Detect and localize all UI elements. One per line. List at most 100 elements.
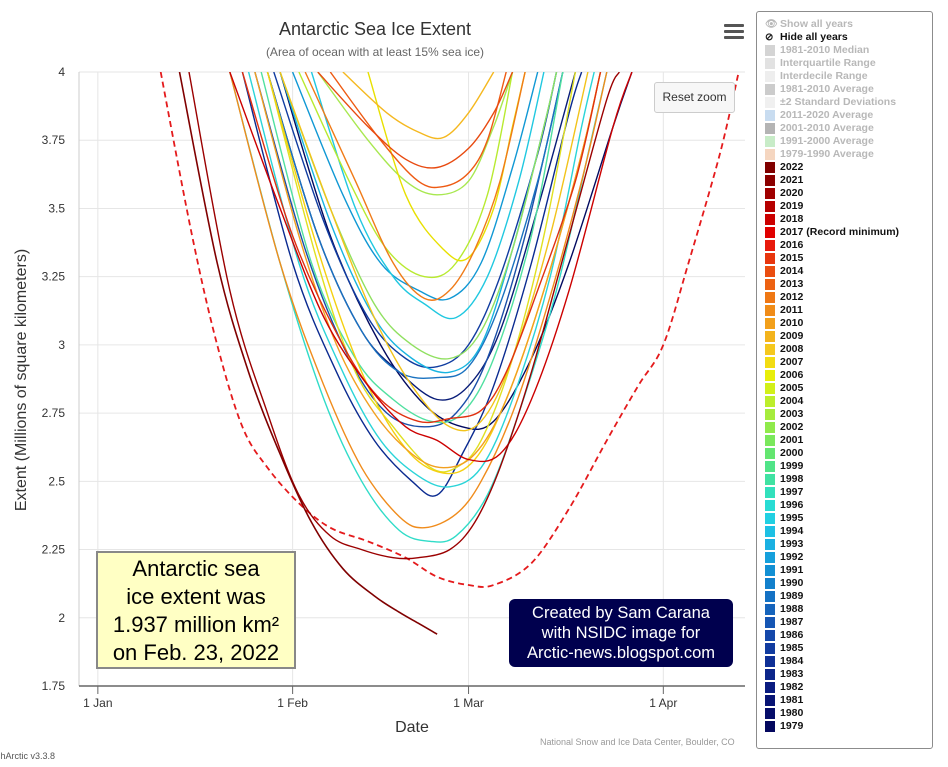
legend-label: 1989 (780, 590, 804, 602)
legend-label: 2015 (780, 252, 804, 264)
hamburger-menu-icon[interactable] (724, 24, 744, 42)
legend-swatch (765, 305, 775, 316)
legend-label: 1981-2010 Median (780, 44, 870, 56)
version-label: ChArctic v3.3.8 (0, 751, 56, 761)
legend-swatch (765, 136, 775, 147)
legend-label: 2014 (780, 265, 804, 277)
series-line-1988[interactable] (266, 72, 564, 380)
series-line-2022[interactable] (178, 72, 438, 635)
legend-swatch (765, 695, 775, 706)
series-line-2016[interactable] (241, 72, 602, 424)
legend-label: 2020 (780, 187, 804, 199)
chart-subtitle: (Area of ocean with at least 15% sea ice… (266, 45, 484, 59)
legend-label: 2022 (780, 161, 804, 173)
legend-label: 1992 (780, 551, 804, 563)
legend-swatch (765, 240, 775, 251)
series-line-2006[interactable] (266, 72, 577, 473)
legend-label: 1981-2010 Average (780, 83, 874, 95)
series-line-2021[interactable] (188, 72, 620, 560)
legend-swatch (765, 227, 775, 238)
legend-label: 2018 (780, 213, 804, 225)
legend-label: 2017 (Record minimum) (780, 226, 900, 238)
legend-label: 1993 (780, 538, 804, 550)
y-tick-label: 2.5 (48, 474, 65, 488)
legend-label: 2001 (780, 434, 804, 446)
legend-swatch (765, 682, 775, 693)
legend-label: 2013 (780, 278, 804, 290)
series-line-2015[interactable] (317, 72, 514, 169)
legend-label: 2007 (780, 356, 804, 368)
legend-label: 1985 (780, 642, 804, 654)
series-line-1997[interactable] (229, 72, 608, 543)
series-line-1991[interactable] (291, 72, 539, 301)
y-tick-label: 2.25 (42, 543, 66, 557)
series-line-2012[interactable] (229, 72, 608, 529)
legend-swatch (765, 253, 775, 264)
legend-swatch (765, 149, 775, 160)
legend-swatch (765, 266, 775, 277)
hide-all-label: Hide all years (780, 31, 848, 43)
credit-box: Created by Sam Carana with NSIDC image f… (509, 599, 733, 667)
eye-icon: 👁 (765, 19, 778, 30)
legend-swatch (765, 370, 775, 381)
legend-swatch (765, 708, 775, 719)
legend-label: 1999 (780, 460, 804, 472)
legend-label: 1986 (780, 629, 804, 641)
series-line-1986[interactable] (254, 72, 564, 428)
y-tick-label: 2.75 (42, 406, 66, 420)
legend-label: Interdecile Range (780, 70, 868, 82)
series-line-2011[interactable] (254, 72, 602, 469)
legend-label: 2006 (780, 369, 804, 381)
y-tick-label: 3.75 (42, 133, 66, 147)
legend-swatch (765, 656, 775, 667)
legend-label: 1981 (780, 694, 804, 706)
legend-swatch (765, 396, 775, 407)
legend-swatch (765, 344, 775, 355)
legend-label: 1997 (780, 486, 804, 498)
series-line-2009[interactable] (279, 72, 589, 432)
legend-label: 1980 (780, 707, 804, 719)
series-line-2010[interactable] (342, 72, 495, 140)
legend-swatch (765, 617, 775, 628)
series-line-2014[interactable] (329, 72, 507, 189)
series-line-1999[interactable] (260, 72, 564, 424)
legend-swatch (765, 84, 775, 95)
legend-label: 1991-2000 Average (780, 135, 874, 147)
legend-swatch (765, 630, 775, 641)
legend-swatch (765, 539, 775, 550)
show-all-label: Show all years (780, 18, 853, 30)
reset-zoom-button[interactable]: Reset zoom (654, 82, 735, 113)
legend-label: 2010 (780, 317, 804, 329)
series-line-2018[interactable] (229, 72, 633, 463)
legend-label: 2008 (780, 343, 804, 355)
series-line-2017[interactable] (159, 72, 740, 588)
series-line-2007[interactable] (367, 72, 526, 262)
y-axis-title: Extent (Millions of square kilometers) (13, 249, 30, 511)
series-lines[interactable] (159, 72, 740, 635)
series-line-1982[interactable] (241, 72, 583, 497)
legend-swatch (765, 331, 775, 342)
series-line-2013[interactable] (304, 72, 526, 301)
legend-label: 2001-2010 Average (780, 122, 874, 134)
legend-label: 1996 (780, 499, 804, 511)
legend-swatch (765, 318, 775, 329)
y-tick-label: 4 (58, 65, 65, 79)
legend-swatch (765, 175, 775, 186)
legend-swatch (765, 383, 775, 394)
legend-panel: 👁 Show all years ⊘ Hide all years 1981-2… (756, 11, 933, 749)
legend-swatch (765, 669, 775, 680)
legend-swatch (765, 110, 775, 121)
legend-label: 2000 (780, 447, 804, 459)
chart-title: Antarctic Sea Ice Extent (279, 19, 471, 39)
legend-swatch (765, 526, 775, 537)
annotation-line: Antarctic sea (132, 556, 260, 581)
legend-swatch (765, 721, 775, 732)
legend-swatch (765, 552, 775, 563)
series-line-2004[interactable] (298, 72, 514, 279)
legend-label: 1979-1990 Average (780, 148, 874, 160)
legend-label: 1984 (780, 655, 804, 667)
legend-swatch (765, 188, 775, 199)
series-line-2003[interactable] (317, 72, 514, 196)
series-line-1995[interactable] (310, 72, 545, 320)
